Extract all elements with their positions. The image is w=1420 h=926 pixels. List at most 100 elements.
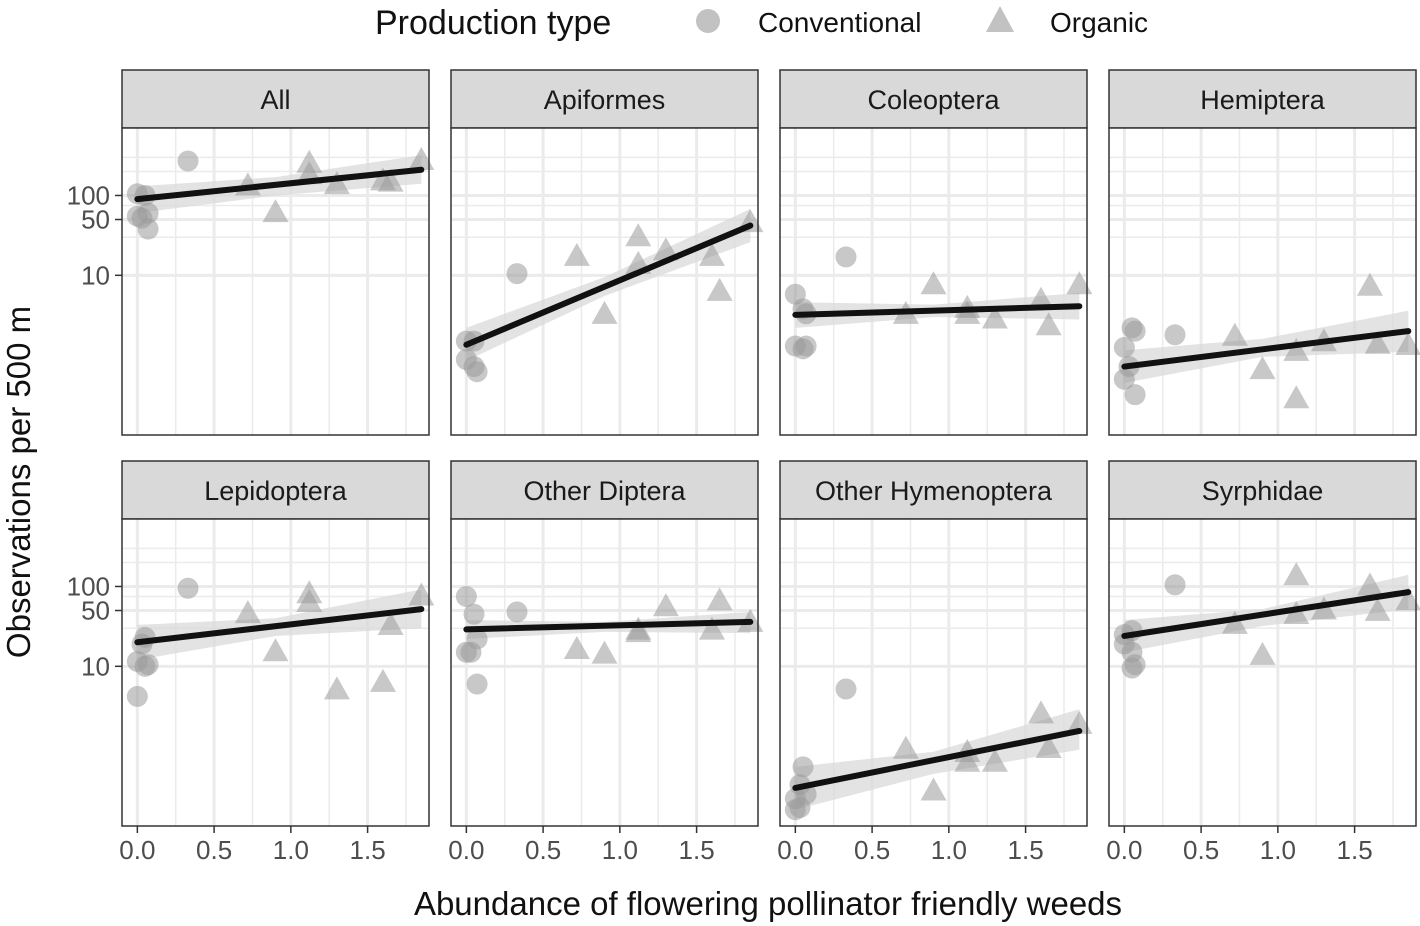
- point-conventional: [177, 577, 199, 599]
- strip-label-lepidoptera: Lepidoptera: [204, 476, 348, 506]
- point-conventional: [835, 246, 857, 268]
- fit-line: [1121, 328, 1412, 370]
- point-conventional: [455, 585, 477, 607]
- legend-title: Production type: [375, 4, 611, 42]
- x-tick-label: 1.5: [1008, 835, 1044, 865]
- panel-bg: [1109, 128, 1416, 435]
- legend-conventional-label: Conventional: [758, 7, 921, 38]
- y-tick-label: 50: [81, 596, 110, 626]
- x-tick-label: 0.5: [1183, 835, 1219, 865]
- strip-apiformes: [450, 69, 759, 129]
- panel-border: [779, 127, 1088, 436]
- point-organic: [1066, 710, 1093, 734]
- panel-syrphidae: Syrphidae 0.0 0.5 1.0 1.5: [1106, 460, 1420, 865]
- panel-other-diptera: Other Diptera 0.0 0.5 1.0 1.5: [448, 460, 764, 865]
- x-tick-label: 1.5: [350, 835, 386, 865]
- point-organic: [652, 593, 679, 617]
- strip-label-coleoptera: Coleoptera: [867, 85, 1000, 115]
- point-organic: [892, 735, 919, 759]
- strip-label-other-diptera: Other Diptera: [523, 476, 686, 506]
- point-organic: [1395, 332, 1420, 356]
- y-tick-label: 100: [67, 180, 110, 210]
- point-organic: [234, 600, 261, 624]
- strip-hemiptera: [1108, 69, 1417, 129]
- point-organic: [1221, 322, 1248, 346]
- strip-other-diptera: [450, 460, 759, 520]
- point-conventional: [506, 601, 528, 623]
- point-conventional: [506, 263, 528, 285]
- fit-line: [463, 618, 754, 633]
- panel-bg: [451, 519, 758, 826]
- strip-other-hymenoptera: [779, 460, 1088, 520]
- point-conventional: [466, 361, 488, 383]
- point-conventional: [1113, 368, 1135, 390]
- fit-line: [1121, 589, 1412, 639]
- strip-label-apiformes: Apiformes: [544, 85, 666, 115]
- point-organic: [652, 237, 679, 261]
- strip-label-other-hymenoptera: Other Hymenoptera: [815, 476, 1053, 506]
- point-organic: [981, 748, 1008, 772]
- x-tick-label: 1.0: [602, 835, 638, 865]
- x-tick-label: 0.0: [448, 835, 484, 865]
- point-organic: [377, 611, 404, 635]
- panel-bg: [122, 519, 429, 826]
- point-conventional: [460, 641, 482, 663]
- point-organic: [369, 668, 396, 692]
- y-axis-title: Observations per 500 m: [0, 306, 37, 658]
- strip-label-all: All: [260, 85, 290, 115]
- point-organic: [563, 636, 590, 660]
- fit-line: [792, 727, 1083, 791]
- point-conventional: [1113, 336, 1135, 358]
- panel-border: [121, 518, 430, 827]
- point-organic: [323, 171, 350, 195]
- panel-border: [1108, 127, 1417, 436]
- point-organic: [262, 638, 289, 662]
- panel-other-hymenoptera: Other Hymenoptera 0.0 0.5 1.0 1.5: [777, 460, 1093, 865]
- x-tick-label: 1.5: [1337, 835, 1373, 865]
- x-tick-label: 0.5: [525, 835, 561, 865]
- point-conventional: [126, 685, 148, 707]
- point-organic: [1221, 610, 1248, 634]
- panel-border: [450, 127, 759, 436]
- point-conventional: [1121, 657, 1143, 679]
- legend: Production type Conventional Organic: [375, 4, 1148, 42]
- fit-line: [463, 222, 754, 348]
- legend-organic-label: Organic: [1050, 7, 1148, 38]
- y-tick-label: 100: [67, 571, 110, 601]
- point-organic: [377, 168, 404, 192]
- point-conventional: [835, 678, 857, 700]
- x-tick-label: 1.0: [1260, 835, 1296, 865]
- point-organic: [954, 748, 981, 772]
- strip-syrphidae: [1108, 460, 1417, 520]
- point-conventional: [784, 799, 806, 821]
- panel-border: [450, 518, 759, 827]
- panel-hemiptera: Hemiptera: [1108, 69, 1420, 436]
- x-tick-label: 0.5: [854, 835, 890, 865]
- point-organic: [920, 271, 947, 295]
- strip-label-hemiptera: Hemiptera: [1200, 85, 1326, 115]
- point-organic: [1356, 572, 1383, 596]
- point-organic: [262, 199, 289, 223]
- point-organic: [981, 305, 1008, 329]
- panel-border: [1108, 518, 1417, 827]
- point-conventional: [1164, 574, 1186, 596]
- x-tick-label: 0.0: [119, 835, 155, 865]
- point-organic: [625, 616, 652, 640]
- fit-line: [134, 166, 425, 203]
- point-organic: [1356, 272, 1383, 296]
- x-tick-label: 0.5: [196, 835, 232, 865]
- point-organic: [1035, 735, 1062, 759]
- point-organic: [1395, 587, 1420, 611]
- point-organic: [1364, 330, 1391, 354]
- point-organic: [1027, 286, 1054, 310]
- strip-lepidoptera: [121, 460, 430, 520]
- point-organic: [1066, 271, 1093, 295]
- point-organic: [323, 676, 350, 700]
- fit-line: [134, 606, 425, 646]
- point-organic: [1283, 562, 1310, 586]
- x-tick-label: 1.0: [931, 835, 967, 865]
- x-tick-label: 0.0: [777, 835, 813, 865]
